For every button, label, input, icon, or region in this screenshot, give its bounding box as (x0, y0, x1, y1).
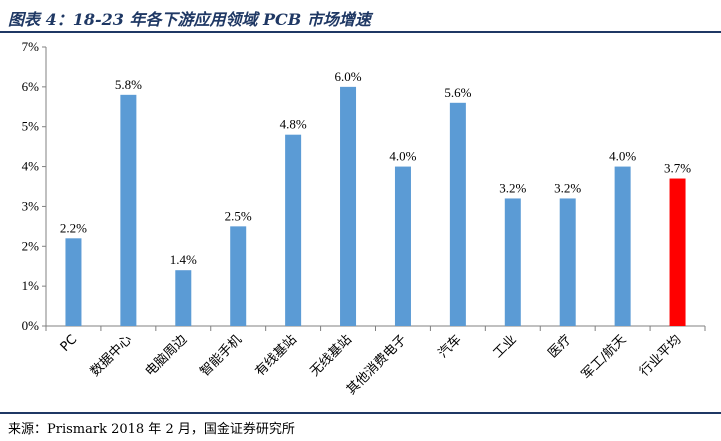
y-tick-label: 4% (22, 159, 40, 174)
data-label: 1.4% (170, 252, 197, 267)
y-tick-label: 0% (22, 318, 40, 333)
bar (559, 198, 576, 326)
data-label: 3.7% (664, 161, 691, 176)
data-label: 4.0% (389, 149, 416, 164)
x-tick-label: 军工/航天 (578, 332, 629, 383)
y-tick-label: 7% (22, 39, 40, 54)
bar (504, 198, 521, 326)
data-label: 2.2% (60, 220, 87, 235)
data-label: 5.6% (444, 85, 471, 100)
x-tick-label: 有线基站 (253, 332, 300, 379)
x-tick-label: 数据中心 (88, 332, 135, 379)
y-tick-label: 2% (22, 238, 40, 253)
title-bar: 图表 4：18-23 年各下游应用领域 PCB 市场增速 (0, 0, 721, 33)
source-note: 来源：Prismark 2018 年 2 月，国金证券研究所 (8, 422, 295, 437)
footer-divider (0, 412, 721, 414)
x-tick-label: 无线基站 (307, 332, 354, 379)
chart-data-labels: 2.2% 5.8% 1.4% 2.5% 4.8% 6.0% 4.0% 5.6% 3.2% 3.2%… (60, 69, 691, 267)
y-tick-label: 6% (22, 79, 40, 94)
x-tick-label: 医疗 (546, 332, 575, 361)
chart-axes: 0% 1% 2% 3% 4% 5% 6% 7% (22, 39, 706, 333)
data-label: 3.2% (499, 180, 526, 195)
bar (669, 178, 686, 326)
bar (285, 134, 302, 326)
bar (614, 166, 631, 326)
x-tick-label: 汽车 (435, 332, 465, 362)
bar (175, 270, 192, 326)
x-tick-label: 智能手机 (198, 332, 245, 379)
x-tick-label: 电脑周边 (143, 332, 190, 379)
y-tick-label: 5% (22, 119, 40, 134)
x-tick-label: 工业 (491, 332, 520, 361)
bar (230, 226, 247, 326)
bar (340, 86, 357, 326)
bar (120, 94, 137, 326)
data-label: 3.2% (554, 180, 581, 195)
bar (65, 238, 82, 326)
data-label: 5.8% (115, 77, 142, 92)
x-tick-label: 行业平均 (637, 332, 684, 379)
bar (449, 102, 466, 326)
chart-title: 图表 4：18-23 年各下游应用领域 PCB 市场增速 (8, 10, 371, 29)
data-label: 2.5% (225, 208, 252, 223)
bar-chart: 0% 1% 2% 3% 4% 5% 6% 7% 2.2% 5.8% 1.4% 2.5% 4.8% 6.0… (22, 39, 706, 398)
x-tick-label: PC (58, 332, 81, 355)
chart-bars (65, 86, 686, 326)
y-tick-label: 1% (22, 278, 40, 293)
chart-x-labels: PC 数据中心 电脑周边 智能手机 有线基站 无线基站其他消费电子 汽车 工业 医疗 军工/航天行… (58, 332, 685, 398)
data-label: 6.0% (334, 69, 361, 84)
y-tick-label: 3% (22, 198, 40, 213)
bar (394, 166, 411, 326)
data-label: 4.8% (280, 117, 307, 132)
data-label: 4.0% (609, 149, 636, 164)
